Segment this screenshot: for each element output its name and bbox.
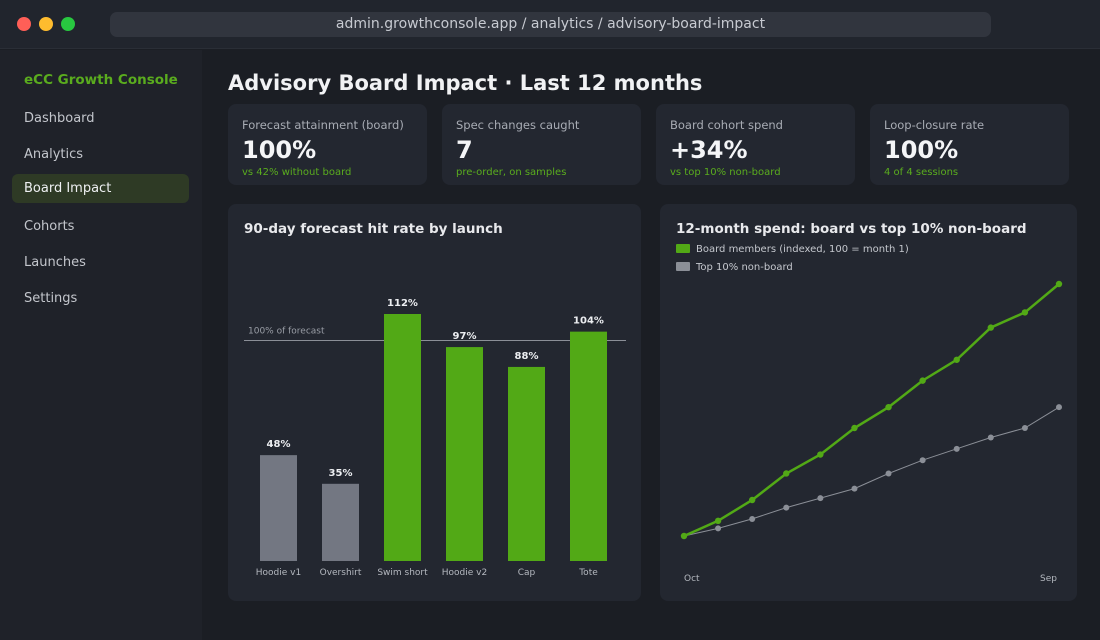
reference-line-label: 100% of forecast [248,326,325,336]
bar-value-label: 48% [267,439,291,450]
legend-item-non-board: Top 10% non-board [676,262,793,273]
bar-value-label: 35% [329,468,353,479]
x-tick-label: Swim short [377,568,428,578]
x-tick-label-start: Oct [684,574,700,584]
sidebar-item-board-impact[interactable]: Board Impact [12,174,189,203]
sidebar-item-launches[interactable]: Launches [24,255,86,270]
point-non-board [715,525,722,532]
kpi-card-forecast-attainment: Forecast attainment (board) 100% vs 42% … [228,104,427,185]
point-board [1021,309,1029,316]
point-non-board [987,434,994,441]
point-non-board [919,457,926,464]
bar-tote [570,331,607,561]
series-line-non-board [683,406,1060,537]
x-tick-label: Hoodie v2 [442,568,487,578]
legend-label-non-board: Top 10% non-board [696,262,793,273]
x-tick-label-end: Sep [1040,574,1057,584]
point-board [953,356,960,363]
sidebar-item-cohorts[interactable]: Cohorts [24,219,75,234]
legend-item-board: Board members (indexed, 100 = month 1) [676,244,909,255]
point-board [714,517,722,525]
sidebar-item-analytics[interactable]: Analytics [24,147,84,162]
line-chart: Oct Sep [680,280,1063,584]
close-window-button[interactable] [17,17,31,31]
bar-swim-short [384,314,421,561]
legend-swatch-non-board [676,262,690,271]
x-tick-label: Overshirt [320,568,362,578]
line-chart-title: 12-month spend: board vs top 10% non-boa… [676,221,1027,237]
bar-value-label: 97% [453,331,477,342]
point-non-board [783,504,790,511]
maximize-window-button[interactable] [61,17,75,31]
kpi-label: Board cohort spend [670,118,783,132]
kpi-subtext: pre-order, on samples [456,167,567,178]
point-board [783,470,790,477]
series-line-board [683,283,1060,538]
point-non-board [1056,404,1062,411]
kpi-card-board-spend: Board cohort spend +34% vs top 10% non-b… [656,104,855,185]
bar-hoodie-v1 [260,455,297,561]
point-non-board [1021,425,1028,431]
point-non-board [749,515,756,522]
kpi-card-spec-changes: Spec changes caught 7 pre-order, on samp… [442,104,641,185]
bar-value-label: 104% [573,316,604,327]
point-board [885,403,892,411]
page-title: Advisory Board Impact · Last 12 months [228,71,703,95]
bar-hoodie-v2 [446,347,483,561]
point-non-board [851,485,858,492]
kpi-value: 100% [242,136,317,164]
bar-value-label: 88% [515,351,539,362]
point-non-board [817,495,824,502]
point-board [919,377,926,384]
kpi-label: Loop-closure rate [884,118,985,132]
forecast-hit-rate-panel: 90-day forecast hit rate by launch 100% … [228,204,641,601]
point-board [851,424,858,432]
kpi-subtext: vs top 10% non-board [670,167,781,178]
point-board [1055,280,1063,288]
kpi-label: Forecast attainment (board) [242,118,404,132]
kpi-value: +34% [670,136,748,164]
bar-chart-title: 90-day forecast hit rate by launch [244,221,503,237]
kpi-value: 7 [456,136,473,164]
kpi-card-loop-closure: Loop-closure rate 100% 4 of 4 sessions [870,104,1069,185]
kpi-value: 100% [884,136,959,164]
sidebar-item-settings[interactable]: Settings [24,291,78,306]
kpi-subtext: vs 42% without board [242,167,352,178]
minimize-window-button[interactable] [39,17,53,31]
legend-label-board: Board members (indexed, 100 = month 1) [696,244,909,255]
x-tick-label: Hoodie v1 [256,568,301,578]
legend-swatch-board [676,244,690,253]
point-board [817,451,824,458]
window-titlebar: admin.growthconsole.app / analytics / ad… [0,0,1100,49]
point-non-board [885,470,892,477]
x-tick-label: Cap [518,568,536,578]
kpi-subtext: 4 of 4 sessions [884,167,959,178]
x-tick-label: Tote [578,568,598,578]
bar-overshirt [322,483,359,561]
bar-value-label: 112% [387,298,418,309]
point-board [680,532,688,540]
bar-chart: 100% of forecast 48% Hoodie v1 35% Overshirt… [244,298,626,578]
sidebar: eCC Growth Console Dashboard Analytics B… [0,50,202,640]
kpi-label: Spec changes caught [456,118,580,132]
spend-comparison-panel: 12-month spend: board vs top 10% non-boa… [660,204,1077,601]
bar-cap [508,366,545,561]
brand-logo[interactable]: eCC Growth Console [24,72,178,88]
sidebar-item-dashboard[interactable]: Dashboard [24,111,95,126]
point-board [748,496,756,504]
point-non-board [953,445,960,452]
point-board [987,324,995,331]
address-bar[interactable]: admin.growthconsole.app / analytics / ad… [110,12,991,37]
